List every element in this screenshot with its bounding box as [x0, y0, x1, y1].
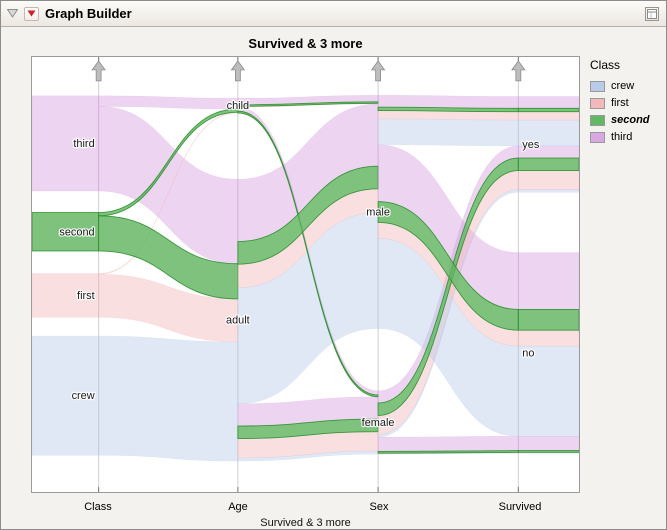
- flow-ribbon-second[interactable]: [237, 165, 379, 265]
- flow-ribbon-third[interactable]: [377, 95, 519, 109]
- legend-item-first[interactable]: first: [590, 97, 664, 109]
- category-label-no[interactable]: no: [521, 346, 536, 360]
- axis-up-arrow-icon[interactable]: [230, 60, 246, 82]
- flow-ribbon-crew[interactable]: [377, 452, 519, 455]
- flow-ribbon-third[interactable]: [98, 95, 239, 110]
- flow-ribbon-crew[interactable]: [377, 189, 519, 438]
- flow-ribbon-third[interactable]: [32, 95, 99, 192]
- flow-ribbon-third[interactable]: [518, 436, 579, 451]
- window-corner-icon[interactable]: [645, 6, 659, 21]
- flow-ribbon-second[interactable]: [517, 309, 579, 331]
- legend-item-third[interactable]: third: [590, 131, 664, 143]
- flow-ribbon-first[interactable]: [518, 329, 579, 347]
- flow-ribbon-third[interactable]: [518, 96, 579, 109]
- legend-items: crew first second third: [590, 80, 664, 143]
- parallel-sets-plot[interactable]: third second first crew child adult male female…: [32, 57, 579, 492]
- category-label-female[interactable]: female: [360, 416, 395, 430]
- titlebar: Graph Builder: [1, 1, 666, 27]
- category-label-male[interactable]: male: [365, 205, 391, 219]
- legend-swatch-icon[interactable]: [590, 131, 605, 143]
- axis-label-age[interactable]: Age: [228, 501, 248, 513]
- axis-label-class[interactable]: Class: [84, 501, 112, 513]
- flow-ribbon-first[interactable]: [518, 170, 579, 190]
- flow-ribbon-crew[interactable]: [377, 118, 519, 147]
- flow-ribbon-crew[interactable]: [377, 238, 519, 437]
- legend-swatch-icon[interactable]: [590, 114, 605, 126]
- legend-item-crew[interactable]: crew: [590, 80, 664, 92]
- flow-ribbon-first[interactable]: [518, 111, 579, 121]
- flow-ribbon-second[interactable]: [517, 107, 579, 113]
- category-label-first[interactable]: first: [76, 289, 96, 303]
- axis-up-arrow-icon[interactable]: [91, 60, 106, 82]
- flow-ribbon-second[interactable]: [98, 215, 239, 300]
- category-label-crew[interactable]: crew: [70, 389, 96, 403]
- chart-title: Survived & 3 more: [248, 36, 363, 51]
- category-label-third[interactable]: third: [72, 137, 96, 151]
- flow-ribbon-second[interactable]: [517, 157, 579, 172]
- legend-label: second: [611, 114, 650, 126]
- flow-ribbon-second[interactable]: [237, 110, 379, 398]
- category-label-yes[interactable]: yes: [521, 138, 541, 152]
- flow-ribbon-third[interactable]: [518, 252, 579, 310]
- flow-ribbon-crew[interactable]: [518, 189, 579, 193]
- flow-ribbon-second[interactable]: [377, 106, 519, 113]
- legend-label: first: [611, 97, 629, 109]
- legend-title: Class: [590, 58, 621, 72]
- plot-frame: third second first crew child adult male female…: [31, 56, 580, 493]
- disclosure-triangle-icon[interactable]: [7, 9, 18, 18]
- axis-labels-row: Class Age Sex Survived: [1, 501, 666, 515]
- flow-ribbon-crew[interactable]: [518, 119, 579, 147]
- axis-label-survived[interactable]: Survived: [498, 501, 542, 513]
- legend-item-second[interactable]: second: [590, 114, 664, 126]
- flow-ribbon-crew[interactable]: [237, 450, 379, 462]
- axis-up-arrow-icon[interactable]: [370, 60, 386, 82]
- legend-label: third: [611, 131, 633, 143]
- flow-ribbon-third[interactable]: [518, 145, 579, 159]
- flow-ribbon-crew[interactable]: [32, 335, 99, 456]
- category-label-second[interactable]: second: [58, 225, 96, 239]
- red-triangle-menu-icon[interactable]: [24, 6, 39, 21]
- flow-ribbon-second[interactable]: [237, 418, 379, 440]
- axis-up-arrow-icon[interactable]: [511, 60, 526, 82]
- legend-swatch-icon[interactable]: [590, 80, 605, 92]
- flow-ribbon-second[interactable]: [517, 450, 579, 453]
- flow-ribbon-crew[interactable]: [518, 345, 579, 437]
- category-label-child[interactable]: child: [225, 99, 250, 113]
- flow-ribbon-crew[interactable]: [98, 335, 239, 462]
- legend: Class crew first second third: [590, 58, 664, 148]
- flow-ribbon-first[interactable]: [98, 274, 239, 343]
- window-title: Graph Builder: [45, 6, 132, 21]
- category-label-adult[interactable]: adult: [225, 313, 251, 327]
- flow-ribbon-second[interactable]: [237, 101, 379, 107]
- flow-ribbon-crew[interactable]: [237, 212, 379, 405]
- axis-label-sex[interactable]: Sex: [369, 501, 389, 513]
- flow-ribbon-first[interactable]: [32, 273, 99, 318]
- chart-caption: Survived & 3 more: [260, 517, 351, 529]
- legend-label: crew: [611, 80, 635, 92]
- flow-ribbon-second[interactable]: [377, 450, 519, 454]
- flow-ribbon-third[interactable]: [377, 436, 519, 452]
- legend-swatch-icon[interactable]: [590, 97, 605, 109]
